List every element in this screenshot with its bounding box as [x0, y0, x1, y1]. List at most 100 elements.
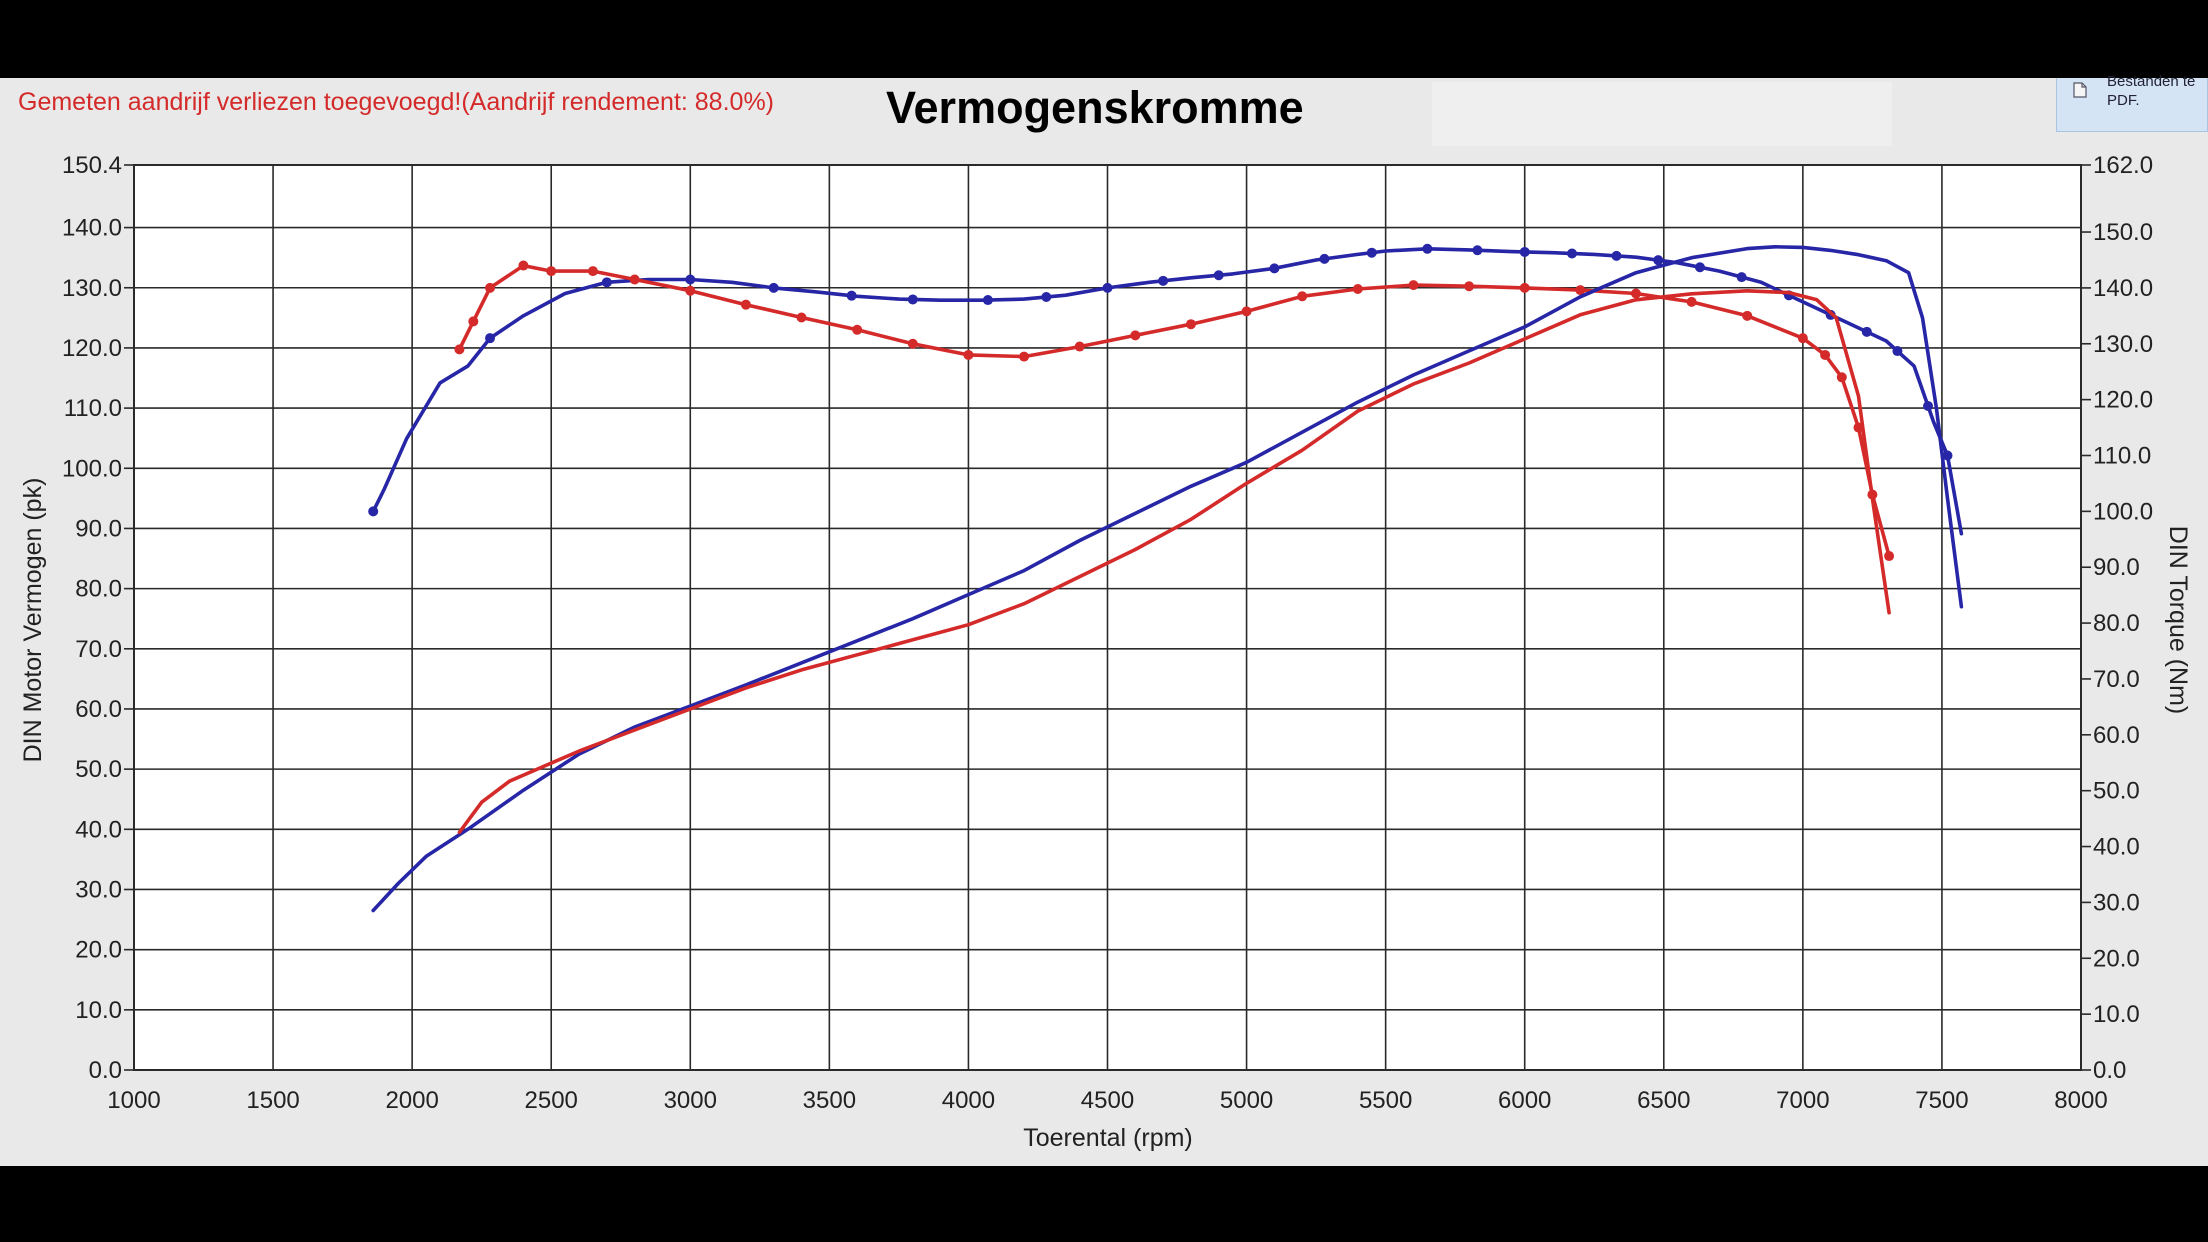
y2-tick-label: 150.0 [2093, 219, 2153, 246]
series-1-point [368, 506, 379, 517]
series-1-point [685, 274, 696, 285]
y-tick-label: 130.0 [62, 275, 122, 302]
series-2-point [1352, 284, 1363, 295]
y-tick-label: 80.0 [75, 576, 122, 603]
series-2-point [1820, 349, 1831, 360]
y2-tick-label: 60.0 [2093, 722, 2140, 749]
series-2-point [1742, 310, 1753, 321]
series-1-point [1923, 401, 1934, 412]
x-tick-label: 5000 [1220, 1087, 1273, 1114]
series-2-point [1185, 319, 1196, 330]
series-2-point [907, 338, 918, 349]
y-tick-label: 20.0 [75, 937, 122, 964]
series-2-point [1630, 288, 1641, 299]
series-1-point [1942, 450, 1953, 461]
series-2-point [963, 349, 974, 360]
series-1-point [1422, 243, 1433, 254]
series-1-point [846, 290, 857, 301]
series-2-point [796, 312, 807, 323]
y2-tick-label: 10.0 [2093, 1001, 2140, 1028]
x-tick-label: 4000 [942, 1087, 995, 1114]
series-line-4 [457, 289, 1891, 835]
series-2-point [454, 344, 465, 355]
x-tick-label: 5500 [1359, 1087, 1412, 1114]
x-tick-label: 3000 [664, 1087, 717, 1114]
chart-title: Vermogenskromme [886, 82, 1304, 133]
series-1-point [1519, 246, 1530, 257]
y2-tick-label: 40.0 [2093, 834, 2140, 861]
y2-tick-label: 130.0 [2093, 331, 2153, 358]
series-1-point [982, 295, 993, 306]
series-2-point [1836, 372, 1847, 383]
x-tick-label: 7000 [1776, 1087, 1829, 1114]
title-background [1432, 82, 1892, 146]
series-2-point [1797, 333, 1808, 344]
y-tick-label: 70.0 [75, 636, 122, 663]
y-tick-label: 10.0 [75, 997, 122, 1024]
series-1-point [1041, 291, 1052, 302]
x-tick-label: 7500 [1915, 1087, 1968, 1114]
chart-panel: 1000 1500 2000 2500 3000 3500 4000 4500 5000 5500… [0, 73, 2208, 1166]
series-1-point [768, 282, 779, 293]
series-lines [368, 243, 1964, 913]
y-tick-label: 110.0 [64, 395, 122, 422]
y2-tick-label: 0.0 [2093, 1057, 2126, 1084]
y2-axis-label: DIN Torque (Nm) [2164, 526, 2192, 714]
export-pdf-button[interactable]: Bestanden te PDF. [2056, 73, 2208, 132]
series-1-point [1472, 245, 1483, 256]
y-axis-label: DIN Motor Vermogen (pk) [19, 478, 47, 763]
series-2-point [740, 299, 751, 310]
y2-tick-label: 110.0 [2093, 442, 2151, 469]
y-tick-label: 50.0 [75, 756, 122, 783]
series-2-point [485, 282, 496, 293]
y-tick-label: 0.0 [89, 1057, 122, 1084]
series-1-point [1653, 255, 1664, 266]
y-tick-label: 90.0 [75, 515, 122, 542]
x-tick-label: 2500 [525, 1087, 578, 1114]
x-tick-label: 8000 [2054, 1087, 2107, 1114]
x-axis-label: Toerental (rpm) [1023, 1124, 1193, 1152]
x-tick-label: 1500 [246, 1087, 299, 1114]
y2-tick-label: 70.0 [2093, 666, 2140, 693]
plot-frame [133, 164, 2082, 1071]
series-1-point [1319, 253, 1330, 264]
series-line-3 [371, 245, 1964, 913]
series-1-point [1861, 326, 1872, 337]
y-tick-label: 100.0 [62, 455, 122, 482]
x-tick-label: 2000 [385, 1087, 438, 1114]
y2-tick-label: 120.0 [2093, 387, 2153, 414]
y2-tick-label: 100.0 [2093, 498, 2153, 525]
series-2-point [1575, 285, 1586, 296]
y2-tick-label: 80.0 [2093, 610, 2140, 637]
series-2-point [1408, 280, 1419, 291]
y2-tick-label: 162.0 [2093, 152, 2153, 179]
grid [133, 164, 2082, 1071]
x-tick-label: 3500 [803, 1087, 856, 1114]
y-tick-label: 30.0 [75, 876, 122, 903]
y2-tick-label: 140.0 [2093, 275, 2153, 302]
export-pdf-label: Bestanden te PDF. [2107, 73, 2196, 109]
axis-ticks: 1000 1500 2000 2500 3000 3500 4000 4500 5000 5500… [62, 152, 2153, 1114]
series-2-point [1464, 281, 1475, 292]
series-1-point [485, 333, 496, 344]
chart: 1000 1500 2000 2500 3000 3500 4000 4500 5000 5500… [19, 152, 2192, 1152]
series-1-point [1213, 270, 1224, 281]
series-2-point [1297, 291, 1308, 302]
series-1-point [1158, 275, 1169, 286]
x-tick-label: 1000 [107, 1087, 160, 1114]
series-2-point [546, 266, 557, 277]
series-2-point [685, 285, 696, 296]
y-tick-label: 120.0 [62, 335, 122, 362]
file-icon [2073, 82, 2087, 98]
series-1-point [907, 294, 918, 305]
series-1-point [1566, 248, 1577, 259]
series-1-point [1366, 247, 1377, 258]
series-2-point [629, 274, 640, 285]
series-1-point [601, 277, 612, 288]
y-tick-label: 60.0 [75, 696, 122, 723]
series-1-point [1611, 250, 1622, 261]
y2-tick-label: 30.0 [2093, 889, 2140, 916]
y2-tick-label: 90.0 [2093, 554, 2140, 581]
x-tick-label: 4500 [1081, 1087, 1134, 1114]
drivetrain-loss-note: Gemeten aandrijf verliezen toegevoegd!(A… [18, 88, 774, 116]
